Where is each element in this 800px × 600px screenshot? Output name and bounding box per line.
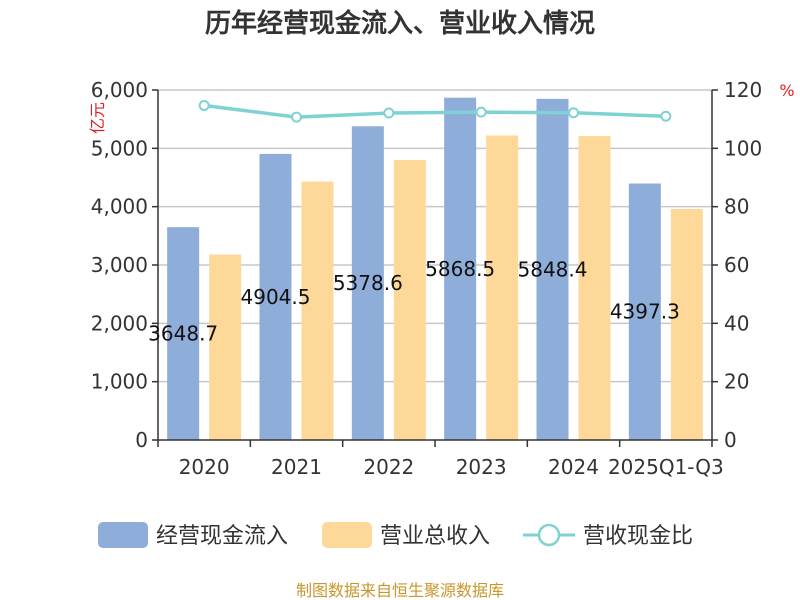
x-axis-ticks: 2020 2021 2022 2023 2024 2025Q1-Q3 xyxy=(157,440,724,479)
right-tick-label: 40 xyxy=(724,311,749,335)
x-tick-label: 2022 xyxy=(363,455,414,479)
source-note: 制图数据来自恒生聚源数据库 xyxy=(296,581,504,600)
chart-title: 历年经营现金流入、营业收入情况 xyxy=(205,8,595,39)
bar-revenue xyxy=(393,160,426,440)
ratio-line xyxy=(198,99,672,123)
ratio-point xyxy=(383,107,395,119)
bar-revenue xyxy=(301,181,334,441)
bar-cash-inflow xyxy=(536,98,569,441)
ratio-point xyxy=(291,111,302,123)
legend-label: 营收现金比 xyxy=(583,524,693,549)
x-tick-label: 2021 xyxy=(271,455,322,479)
right-axis-ticks: 0 20 40 60 80 100 120 xyxy=(712,78,762,452)
bar-value-label: 4397.3 xyxy=(610,300,680,324)
bar-value-label: 5378.6 xyxy=(333,271,403,295)
left-tick-label: 2,000 xyxy=(91,311,148,335)
legend-swatch xyxy=(322,522,372,548)
bar-revenue xyxy=(486,135,519,440)
legend-marker xyxy=(537,523,561,547)
left-tick-label: 0 xyxy=(135,428,148,452)
ratio-point xyxy=(198,99,210,111)
bar-cash-inflow xyxy=(444,97,477,440)
right-axis-unit: % xyxy=(779,81,794,100)
bar-revenue xyxy=(578,136,611,441)
bar-cash-inflow xyxy=(167,227,200,440)
x-tick-label: 2024 xyxy=(548,455,599,479)
left-tick-label: 4,000 xyxy=(91,195,148,219)
bar-revenue xyxy=(670,209,703,440)
right-tick-label: 0 xyxy=(724,428,737,452)
left-axis-unit: 亿元 xyxy=(88,102,107,134)
right-tick-label: 100 xyxy=(724,136,762,160)
bar-cash-inflow xyxy=(628,183,661,440)
legend: 经营现金流入 营业总收入 营收现金比 xyxy=(98,522,693,549)
data-labels: 3648.7 4904.5 5378.6 5868.5 5848.4 4397.3 xyxy=(148,257,680,346)
ratio-point xyxy=(660,110,672,122)
ratio-point xyxy=(475,106,487,118)
bar-value-label: 4904.5 xyxy=(241,285,311,309)
bars xyxy=(167,97,703,441)
left-tick-label: 6,000 xyxy=(91,78,148,102)
ratio-line-path xyxy=(203,103,666,119)
left-tick-label: 1,000 xyxy=(91,370,148,394)
legend-label: 经营现金流入 xyxy=(156,524,288,549)
right-tick-label: 80 xyxy=(724,195,749,219)
bar-revenue xyxy=(209,254,242,440)
right-tick-label: 20 xyxy=(724,370,749,394)
legend-swatch xyxy=(98,522,148,548)
legend-label: 营业总收入 xyxy=(380,524,490,549)
bar-cash-inflow xyxy=(351,126,384,440)
left-tick-label: 3,000 xyxy=(91,253,148,277)
bar-value-label: 5868.5 xyxy=(425,257,495,281)
gridlines xyxy=(158,89,712,383)
ratio-point xyxy=(568,107,579,119)
right-tick-label: 60 xyxy=(724,253,749,277)
left-axis-ticks: 0 1,000 2,000 3,000 4,000 5,000 6,000 xyxy=(91,78,158,452)
x-tick-label: 2023 xyxy=(456,455,507,479)
bar-value-label: 5848.4 xyxy=(518,257,588,281)
x-tick-label: 2025Q1-Q3 xyxy=(608,455,724,479)
right-tick-label: 120 xyxy=(724,78,762,102)
left-tick-label: 5,000 xyxy=(91,136,148,160)
x-tick-label: 2020 xyxy=(179,455,230,479)
bar-cash-inflow xyxy=(259,153,292,440)
bar-value-label: 3648.7 xyxy=(148,322,218,346)
